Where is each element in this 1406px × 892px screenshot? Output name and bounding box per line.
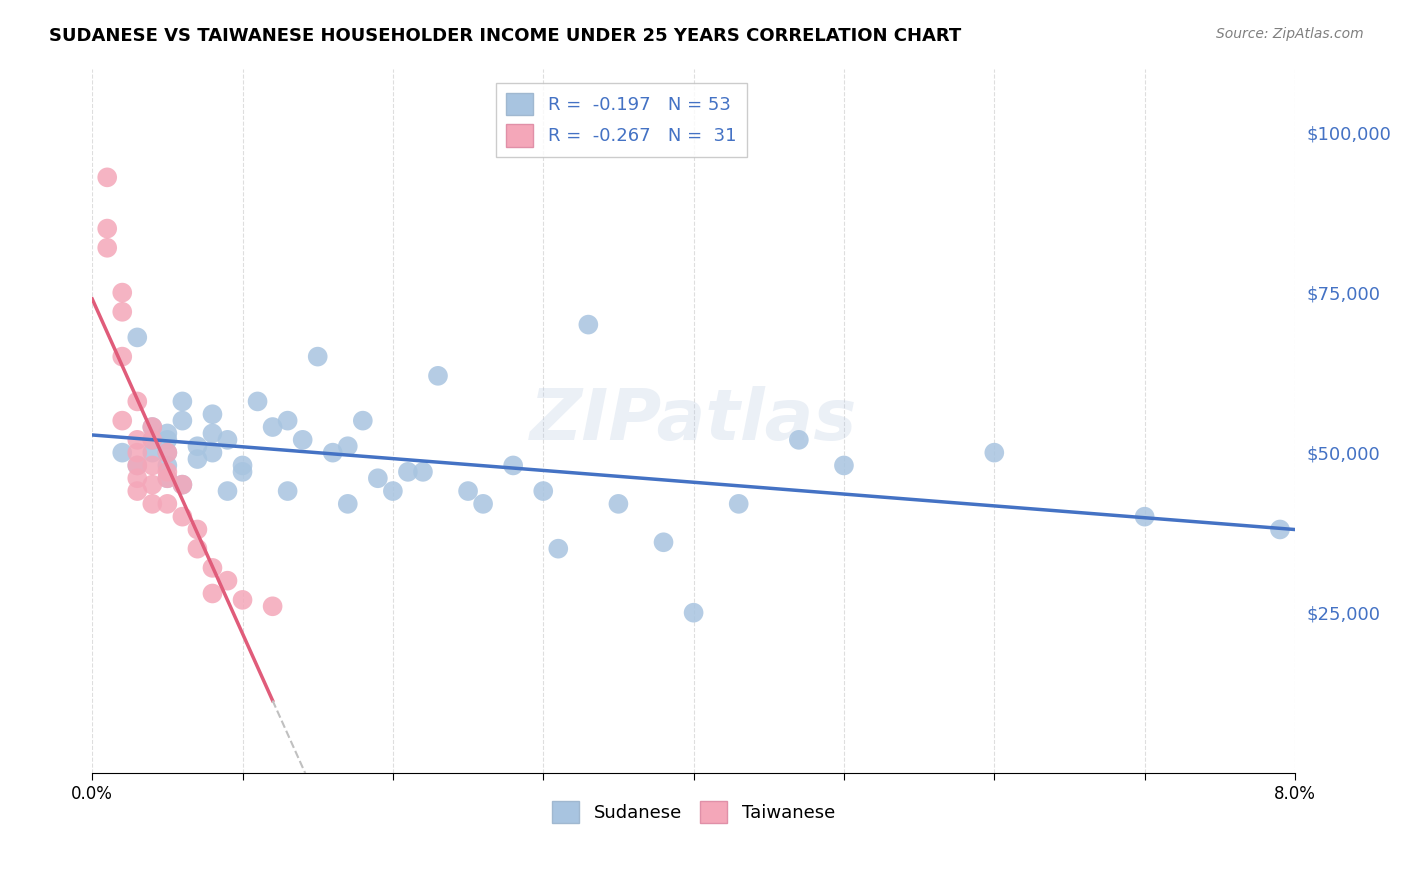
Point <box>1268 523 1291 537</box>
Text: ZIPatlas: ZIPatlas <box>530 386 858 455</box>
Point <box>156 426 179 441</box>
Point <box>141 420 163 434</box>
Point <box>96 170 118 185</box>
Point <box>307 350 329 364</box>
Point <box>682 606 704 620</box>
Point <box>172 477 194 491</box>
Point <box>156 497 179 511</box>
Point <box>231 593 253 607</box>
Point <box>231 458 253 473</box>
Point <box>277 484 299 499</box>
Point <box>322 445 344 459</box>
Point <box>141 420 163 434</box>
Point <box>727 497 749 511</box>
Point <box>787 433 810 447</box>
Point <box>547 541 569 556</box>
Point <box>291 433 314 447</box>
Point <box>186 541 208 556</box>
Point <box>127 458 149 473</box>
Point <box>201 586 224 600</box>
Point <box>156 445 179 459</box>
Point <box>156 465 179 479</box>
Point <box>231 465 253 479</box>
Point <box>652 535 675 549</box>
Point <box>127 394 149 409</box>
Point <box>201 407 224 421</box>
Point <box>246 394 269 409</box>
Point <box>141 445 163 459</box>
Point <box>1133 509 1156 524</box>
Point <box>127 330 149 344</box>
Point <box>472 497 495 511</box>
Point <box>172 414 194 428</box>
Point <box>111 350 134 364</box>
Point <box>156 445 179 459</box>
Point <box>127 471 149 485</box>
Point <box>186 523 208 537</box>
Point <box>217 574 239 588</box>
Point <box>111 445 134 459</box>
Point <box>607 497 630 511</box>
Point <box>111 285 134 300</box>
Point <box>127 433 149 447</box>
Point <box>457 484 479 499</box>
Point <box>156 458 179 473</box>
Point <box>156 471 179 485</box>
Point <box>96 241 118 255</box>
Point <box>141 477 163 491</box>
Point <box>336 497 359 511</box>
Point <box>983 445 1005 459</box>
Point <box>127 484 149 499</box>
Point <box>172 477 194 491</box>
Point <box>141 433 163 447</box>
Point <box>381 484 404 499</box>
Point <box>217 484 239 499</box>
Point <box>201 561 224 575</box>
Point <box>127 458 149 473</box>
Point <box>531 484 554 499</box>
Text: SUDANESE VS TAIWANESE HOUSEHOLDER INCOME UNDER 25 YEARS CORRELATION CHART: SUDANESE VS TAIWANESE HOUSEHOLDER INCOME… <box>49 27 962 45</box>
Point <box>127 445 149 459</box>
Point <box>111 414 134 428</box>
Point <box>111 305 134 319</box>
Point <box>96 221 118 235</box>
Point <box>172 509 194 524</box>
Point <box>502 458 524 473</box>
Point <box>396 465 419 479</box>
Point <box>427 368 450 383</box>
Point <box>412 465 434 479</box>
Point <box>201 445 224 459</box>
Text: Source: ZipAtlas.com: Source: ZipAtlas.com <box>1216 27 1364 41</box>
Legend: Sudanese, Taiwanese: Sudanese, Taiwanese <box>541 790 846 834</box>
Point <box>186 452 208 467</box>
Point <box>576 318 599 332</box>
Point <box>201 426 224 441</box>
Point <box>367 471 389 485</box>
Point <box>336 439 359 453</box>
Point <box>186 439 208 453</box>
Point <box>156 471 179 485</box>
Point <box>156 433 179 447</box>
Point <box>141 458 163 473</box>
Point <box>262 420 284 434</box>
Point <box>141 433 163 447</box>
Point <box>832 458 855 473</box>
Point <box>217 433 239 447</box>
Point <box>277 414 299 428</box>
Point <box>172 394 194 409</box>
Point <box>352 414 374 428</box>
Point <box>141 497 163 511</box>
Point <box>262 599 284 614</box>
